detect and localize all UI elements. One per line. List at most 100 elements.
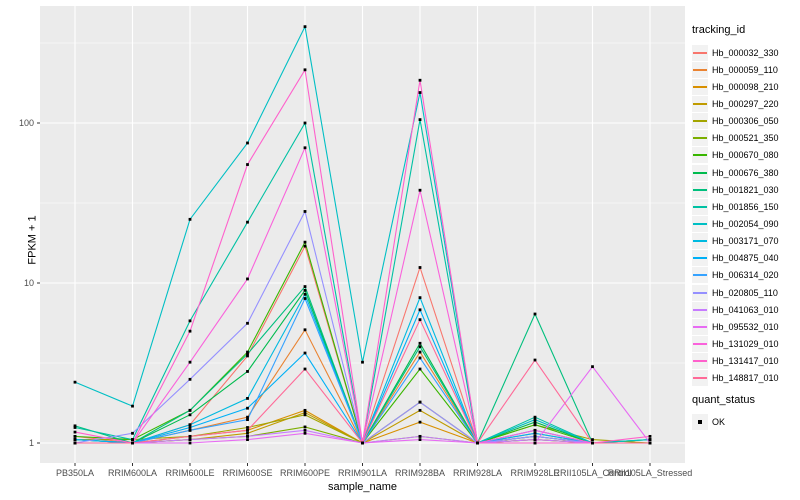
legend-entry-Hb_000297_220: Hb_000297_220: [692, 95, 800, 112]
data-point: [533, 434, 537, 438]
x-tick-label: RRIM600SE: [222, 468, 272, 478]
legend-entry-label: Hb_095532_010: [712, 321, 779, 332]
data-point: [418, 400, 422, 404]
x-axis-title: sample_name: [327, 481, 398, 493]
data-point: [533, 358, 537, 362]
data-point: [73, 441, 77, 445]
data-point: [533, 420, 537, 424]
data-point: [246, 141, 249, 145]
data-point: [188, 360, 192, 364]
legend: tracking_id Hb_000032_330 Hb_000059_110 Hb…: [692, 24, 800, 431]
legend-key-point-icon: [692, 414, 708, 431]
data-point: [246, 415, 249, 419]
legend-entry-label: Hb_148817_010: [712, 373, 779, 384]
legend-entry-Hb_148817_010: Hb_148817_010: [692, 370, 800, 387]
legend-entry-Hb_000059_110: Hb_000059_110: [692, 61, 800, 78]
data-point: [418, 345, 422, 349]
y-tick-label: 100: [19, 118, 34, 128]
x-tick-label: RRIM600PE: [280, 468, 330, 478]
data-point: [73, 430, 77, 434]
data-point: [361, 360, 364, 364]
quant-status-label: OK: [712, 417, 726, 428]
data-point: [418, 91, 422, 94]
legend-key-line-icon: [692, 233, 708, 250]
legend-entry-label: Hb_000306_050: [712, 116, 779, 127]
data-point: [188, 408, 192, 412]
legend-key-line-icon: [692, 318, 708, 335]
data-point: [418, 318, 422, 322]
legend-key-line-icon: [692, 301, 708, 318]
legend-entry-label: Hb_000670_080: [712, 150, 779, 161]
data-point: [131, 438, 134, 442]
data-point: [246, 163, 249, 166]
data-point: [418, 408, 422, 412]
data-point: [648, 438, 652, 442]
data-point: [418, 341, 422, 345]
data-point: [246, 321, 249, 325]
legend-key-line-icon: [692, 113, 708, 130]
legend-key-line-icon: [692, 250, 708, 267]
data-point: [246, 370, 249, 373]
legend-entries: Hb_000032_330 Hb_000059_110 Hb_000098_210 H…: [692, 44, 800, 387]
data-point: [246, 350, 249, 354]
data-point: [418, 118, 422, 122]
legend-entry-label: Hb_000676_380: [712, 167, 779, 178]
data-point: [648, 441, 652, 445]
data-point: [303, 288, 307, 292]
quant-status-entry: OK: [692, 414, 800, 431]
y-axis-title: FPKM + 1: [26, 215, 39, 265]
legend-key-line-icon: [692, 353, 708, 370]
data-point: [533, 415, 537, 419]
x-tick-label: RRII105LA_Control: [553, 468, 631, 478]
legend-entry-label: Hb_000059_110: [712, 64, 778, 75]
legend-entry-label: Hb_000098_210: [712, 81, 779, 92]
legend-entry-label: Hb_004875_040: [712, 253, 779, 264]
data-point: [188, 438, 192, 442]
data-point: [418, 356, 422, 360]
data-point: [188, 426, 192, 429]
data-point: [188, 423, 192, 427]
data-point: [361, 441, 364, 445]
legend-entry-Hb_004875_040: Hb_004875_040: [692, 250, 800, 267]
data-point: [188, 329, 192, 333]
data-point: [246, 352, 249, 356]
legend-entry-Hb_006314_020: Hb_006314_020: [692, 267, 800, 284]
data-point: [188, 377, 192, 381]
data-point: [591, 441, 594, 445]
y-tick-label: 1: [29, 438, 34, 448]
data-point: [303, 431, 307, 435]
legend-entry-Hb_000521_350: Hb_000521_350: [692, 130, 800, 147]
legend-key-line-icon: [692, 61, 708, 78]
data-point: [303, 244, 307, 248]
data-point: [303, 428, 307, 432]
x-tick-label: RRIM928BA: [395, 468, 445, 478]
legend-entry-label: Hb_006314_020: [712, 270, 779, 281]
data-point: [188, 441, 192, 445]
data-point: [418, 266, 422, 269]
legend-key-line-icon: [692, 267, 708, 284]
data-point: [246, 354, 249, 358]
legend-entry-Hb_131029_010: Hb_131029_010: [692, 335, 800, 352]
data-point: [188, 413, 192, 417]
x-tick-label: RRIM928LA: [453, 468, 502, 478]
data-point: [188, 319, 192, 323]
legend-entry-label: Hb_131029_010: [712, 338, 779, 349]
legend-title-tracking-id: tracking_id: [692, 24, 746, 36]
data-point: [303, 297, 307, 300]
legend-entry-Hb_095532_010: Hb_095532_010: [692, 318, 800, 335]
data-point: [73, 380, 77, 384]
legend-entry-label: Hb_002054_090: [712, 218, 779, 229]
data-point: [533, 418, 537, 422]
data-point: [303, 328, 307, 332]
data-point: [303, 351, 307, 355]
data-point: [73, 426, 77, 429]
data-point: [73, 438, 77, 442]
data-point: [591, 438, 594, 442]
data-point: [303, 146, 307, 150]
data-point: [73, 424, 77, 428]
data-point: [246, 220, 249, 224]
data-point: [246, 277, 249, 281]
quant-status-legend: quant_status OK: [692, 394, 800, 431]
